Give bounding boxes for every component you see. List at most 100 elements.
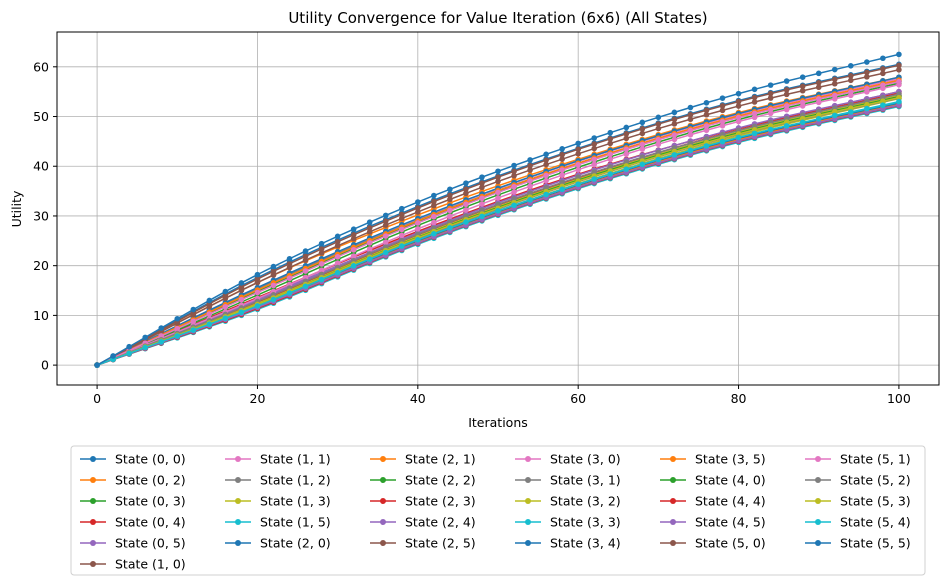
data-point: [334, 239, 341, 245]
data-point: [783, 78, 790, 84]
data-point: [719, 103, 726, 109]
x-tick-label: 40: [410, 391, 426, 406]
data-point: [174, 315, 181, 322]
series-32: [94, 92, 902, 368]
data-point: [575, 181, 581, 187]
legend-item: State (3, 2): [515, 494, 621, 509]
data-point: [527, 167, 533, 173]
data-point: [479, 180, 485, 186]
legend-item: State (1, 1): [225, 452, 331, 467]
data-point: [350, 253, 357, 259]
legend-item: State (1, 5): [225, 515, 331, 530]
data-point: [575, 166, 581, 173]
legend-swatch-marker: [235, 477, 241, 483]
legend-swatch-marker: [380, 540, 386, 546]
data-point: [543, 191, 549, 198]
series-line: [96, 96, 900, 366]
x-tick-label: 100: [887, 391, 911, 406]
data-point: [559, 151, 565, 158]
y-tick-label: 60: [33, 59, 49, 74]
data-point: [543, 151, 549, 158]
data-point: [254, 289, 261, 296]
legend-label: State (1, 2): [260, 473, 331, 488]
data-point: [623, 135, 630, 142]
data-point: [591, 176, 598, 182]
series-31: [94, 95, 902, 368]
data-point: [559, 179, 565, 186]
data-point: [398, 211, 405, 218]
data-point: [767, 82, 774, 88]
data-point: [591, 169, 598, 175]
data-point: [366, 240, 373, 246]
data-point: [270, 263, 277, 270]
data-point: [334, 242, 341, 249]
data-point: [735, 103, 742, 109]
data-point: [334, 260, 341, 267]
legend-item: State (5, 1): [805, 452, 911, 467]
data-point: [880, 66, 886, 72]
data-point: [431, 213, 437, 220]
data-point: [302, 268, 309, 274]
data-point: [318, 240, 325, 247]
data-point: [190, 318, 197, 325]
legend-item: State (0, 4): [80, 515, 186, 530]
data-point: [896, 51, 902, 58]
legend-item: State (4, 4): [660, 494, 766, 509]
data-point: [783, 123, 790, 129]
data-point: [896, 62, 902, 69]
data-point: [431, 198, 437, 205]
data-point: [126, 343, 132, 350]
legend-swatch-marker: [525, 498, 531, 504]
legend-label: State (2, 4): [405, 515, 476, 530]
data-point: [527, 162, 533, 169]
data-point: [607, 151, 614, 158]
legend-label: State (5, 3): [840, 494, 911, 509]
data-point: [655, 114, 662, 121]
legend-label: State (3, 5): [695, 452, 766, 467]
data-point: [639, 126, 646, 132]
legend-label: State (0, 5): [115, 536, 186, 551]
data-point: [671, 136, 678, 143]
data-point: [415, 226, 421, 232]
series-33: [94, 103, 902, 368]
data-point: [671, 132, 678, 138]
data-point: [270, 282, 277, 289]
series-34: [94, 100, 902, 368]
x-tick-label: 0: [93, 391, 101, 406]
data-point: [527, 183, 533, 190]
data-point: [431, 202, 437, 209]
data-point: [815, 96, 822, 102]
y-tick-label: 10: [33, 308, 49, 323]
legend-swatch-marker: [815, 477, 821, 483]
data-point: [735, 114, 742, 121]
data-point: [591, 161, 598, 168]
data-point: [495, 195, 501, 201]
legend-label: State (1, 0): [115, 557, 186, 572]
data-point: [880, 82, 886, 89]
legend-label: State (0, 3): [115, 494, 186, 509]
series-line: [96, 97, 900, 366]
data-point: [463, 219, 469, 225]
data-point: [799, 119, 806, 126]
data-point: [366, 246, 373, 252]
data-point: [623, 151, 630, 157]
x-axis-ticks: 0 20 40 60 80 100: [93, 385, 911, 406]
data-point: [174, 320, 181, 326]
series-line: [96, 100, 900, 366]
data-point: [607, 136, 614, 142]
legend-item: State (0, 0): [80, 452, 186, 467]
data-point: [607, 140, 614, 147]
legend-item: State (0, 5): [80, 536, 186, 551]
data-point: [719, 95, 726, 101]
data-point: [607, 156, 614, 162]
x-tick-label: 20: [250, 391, 266, 406]
data-point: [799, 83, 806, 90]
data-point: [286, 275, 293, 282]
legend-label: State (4, 4): [695, 494, 766, 509]
data-point: [831, 80, 838, 87]
data-point: [382, 222, 389, 228]
legend: State (0, 0) State (0, 2) State (0, 3) Stat…: [70, 445, 926, 576]
series-55: [94, 51, 902, 368]
data-point: [848, 63, 854, 69]
data-point: [896, 66, 902, 73]
